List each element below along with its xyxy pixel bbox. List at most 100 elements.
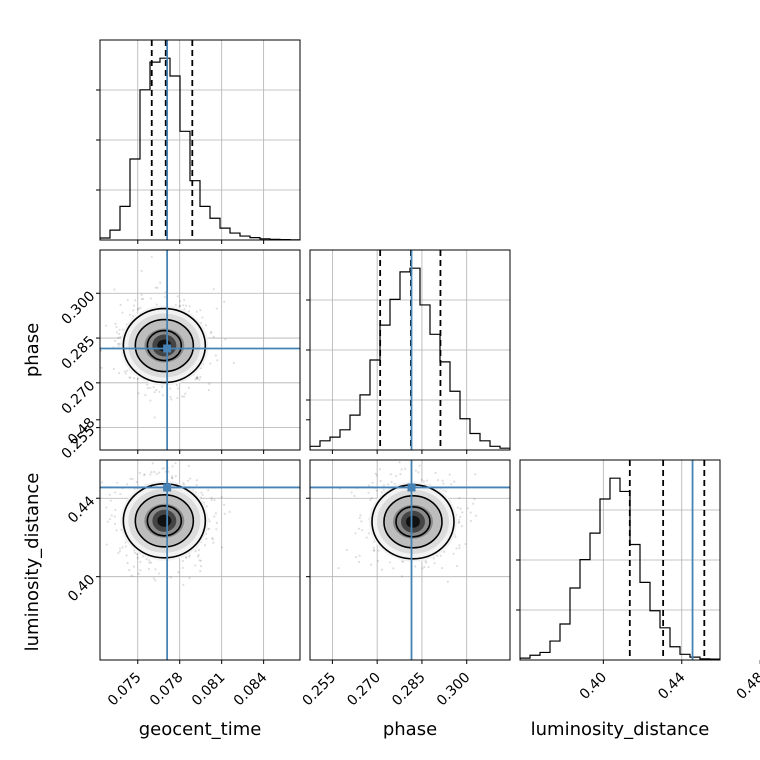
- x-axis-label-luminosity-distance: luminosity_distance: [531, 719, 710, 740]
- sample-point: [117, 345, 120, 348]
- sample-point: [119, 303, 122, 306]
- panel-luminosity-distance-vs-phase: [306, 419, 511, 664]
- sample-point: [421, 567, 424, 570]
- sample-point: [456, 506, 460, 509]
- sample-point: [358, 554, 361, 557]
- sample-point: [114, 322, 117, 325]
- sample-point: [135, 553, 139, 556]
- sample-point: [355, 555, 358, 559]
- sample-point: [455, 547, 458, 550]
- sample-point: [211, 536, 214, 540]
- sample-point: [124, 545, 127, 548]
- sample-point: [149, 399, 152, 402]
- sample-point: [442, 489, 445, 492]
- sample-point: [139, 306, 142, 310]
- sample-point: [359, 514, 362, 517]
- sample-point: [201, 493, 204, 497]
- sample-point: [108, 518, 112, 521]
- sample-point: [418, 464, 421, 467]
- sample-point: [108, 493, 111, 496]
- sample-point: [436, 479, 440, 482]
- sample-point: [136, 556, 139, 560]
- sample-point: [188, 554, 191, 557]
- sample-point: [104, 324, 108, 327]
- sample-point: [137, 572, 140, 575]
- sample-point: [208, 382, 211, 385]
- sample-point: [113, 522, 117, 525]
- sample-point: [417, 471, 420, 474]
- sample-point: [452, 552, 455, 555]
- sample-point: [464, 542, 467, 546]
- sample-point: [121, 546, 124, 549]
- sample-point: [424, 559, 427, 563]
- contour-0: [122, 307, 207, 384]
- panel-geocent-time-vs-geocent-time: [96, 39, 301, 244]
- sample-point: [425, 479, 429, 482]
- panel-phase-vs-geocent-time: [96, 249, 301, 454]
- contour-1: [134, 318, 195, 373]
- sample-point: [209, 362, 212, 365]
- sample-point: [117, 332, 121, 336]
- sample-point: [187, 310, 191, 313]
- sample-point: [372, 549, 376, 552]
- sample-point: [176, 387, 180, 390]
- sample-point: [105, 506, 108, 509]
- sample-point: [212, 288, 215, 291]
- sample-point: [115, 331, 118, 334]
- sample-point: [393, 482, 396, 486]
- sample-point: [129, 376, 132, 379]
- sample-point: [117, 371, 121, 375]
- sample-point: [215, 307, 218, 310]
- truth-marker: [163, 483, 172, 492]
- sample-point: [153, 470, 156, 473]
- sample-point: [136, 308, 139, 311]
- sample-point: [210, 330, 213, 333]
- sample-point: [211, 538, 214, 541]
- sample-point: [154, 286, 157, 289]
- sample-point: [121, 328, 124, 331]
- sample-point: [149, 386, 152, 390]
- sample-point: [404, 467, 407, 470]
- sample-point: [154, 568, 157, 571]
- sample-point: [135, 481, 138, 484]
- sample-point: [112, 367, 116, 371]
- sample-point: [176, 295, 179, 298]
- sample-point: [119, 492, 122, 496]
- sample-point: [100, 366, 103, 369]
- sample-point: [220, 546, 224, 549]
- x-tick-label-luminosity-distance: 0.40: [577, 670, 610, 703]
- sample-point: [131, 315, 135, 318]
- sample-point: [369, 498, 372, 502]
- sample-point: [155, 472, 158, 476]
- sample-point: [453, 480, 456, 483]
- sample-point: [200, 491, 203, 494]
- sample-point: [210, 496, 213, 499]
- sample-point: [100, 481, 104, 484]
- sample-point: [146, 386, 150, 390]
- sample-point: [184, 556, 187, 559]
- sample-point: [414, 469, 417, 472]
- sample-point: [97, 528, 99, 530]
- contour-1: [383, 494, 443, 549]
- panel-frame: [99, 459, 301, 661]
- sample-point: [140, 269, 143, 273]
- sample-point: [195, 310, 198, 313]
- sample-point: [458, 546, 461, 550]
- sample-point: [118, 550, 122, 553]
- sample-point: [130, 574, 133, 577]
- sample-point: [171, 476, 174, 479]
- sample-point: [119, 335, 122, 339]
- sample-point: [155, 389, 158, 392]
- sample-point: [422, 480, 426, 483]
- sample-point: [152, 385, 155, 389]
- sample-point: [195, 479, 199, 482]
- x-tick-label-phase: 0.300: [434, 670, 474, 710]
- sample-point: [208, 520, 211, 523]
- sample-point: [459, 507, 462, 510]
- x-tick-label-geocent-time: 0.084: [231, 669, 271, 709]
- sample-point: [441, 566, 444, 570]
- sample-point: [187, 464, 190, 467]
- sample-point: [126, 483, 129, 486]
- y-tick-label-luminosity-distance: 0.40: [65, 572, 98, 605]
